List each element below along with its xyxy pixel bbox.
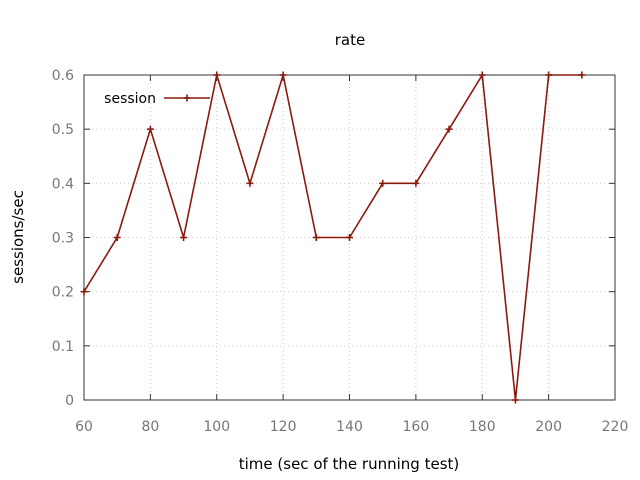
- chart-title: rate: [335, 31, 365, 49]
- y-tick-label: 0.4: [52, 176, 74, 192]
- x-tick-label: 80: [141, 419, 159, 435]
- data-point: [346, 234, 353, 241]
- data-point: [213, 71, 221, 79]
- x-tick-label: 140: [336, 419, 363, 435]
- data-point: [478, 71, 486, 79]
- y-axis-label: sessions/sec: [9, 190, 27, 284]
- y-tick-label: 0: [65, 393, 74, 409]
- data-point: [246, 179, 254, 187]
- data-point: [545, 71, 553, 79]
- x-tick-label: 100: [203, 419, 230, 435]
- x-tick-label: 160: [403, 419, 430, 435]
- data-point: [279, 71, 287, 79]
- series-line: [83, 72, 582, 401]
- legend-label: session: [104, 91, 156, 107]
- x-tick-label: 120: [270, 419, 297, 435]
- x-tick-label: 60: [75, 419, 93, 435]
- x-tick-label: 180: [469, 419, 496, 435]
- data-point: [113, 234, 121, 241]
- ticks: [83, 74, 616, 401]
- data-point: [445, 125, 453, 133]
- data-point: [379, 179, 387, 187]
- data-point: [312, 234, 320, 241]
- y-tick-label: 0.1: [52, 339, 74, 355]
- y-tick-label: 0.5: [52, 122, 74, 138]
- x-tick-label: 200: [535, 419, 562, 435]
- grid: [84, 75, 615, 400]
- data-point: [511, 396, 519, 404]
- data-point: [578, 71, 586, 79]
- legend: session: [104, 91, 210, 107]
- series: [80, 71, 586, 404]
- legend-marker: [183, 94, 191, 102]
- tick-labels: 60 80 100 120 140 160 180 200 220 0 0.1 0.2 0.3 0.4 0.…: [52, 68, 629, 435]
- x-tick-label: 220: [602, 419, 629, 435]
- data-point: [412, 179, 420, 187]
- data-point: [80, 288, 88, 296]
- data-point: [146, 125, 154, 133]
- data-point: [180, 234, 188, 241]
- y-tick-label: 0.6: [52, 68, 74, 84]
- x-axis-label: time (sec of the running test): [239, 455, 460, 473]
- y-tick-label: 0.2: [52, 285, 74, 301]
- y-tick-label: 0.3: [52, 231, 74, 247]
